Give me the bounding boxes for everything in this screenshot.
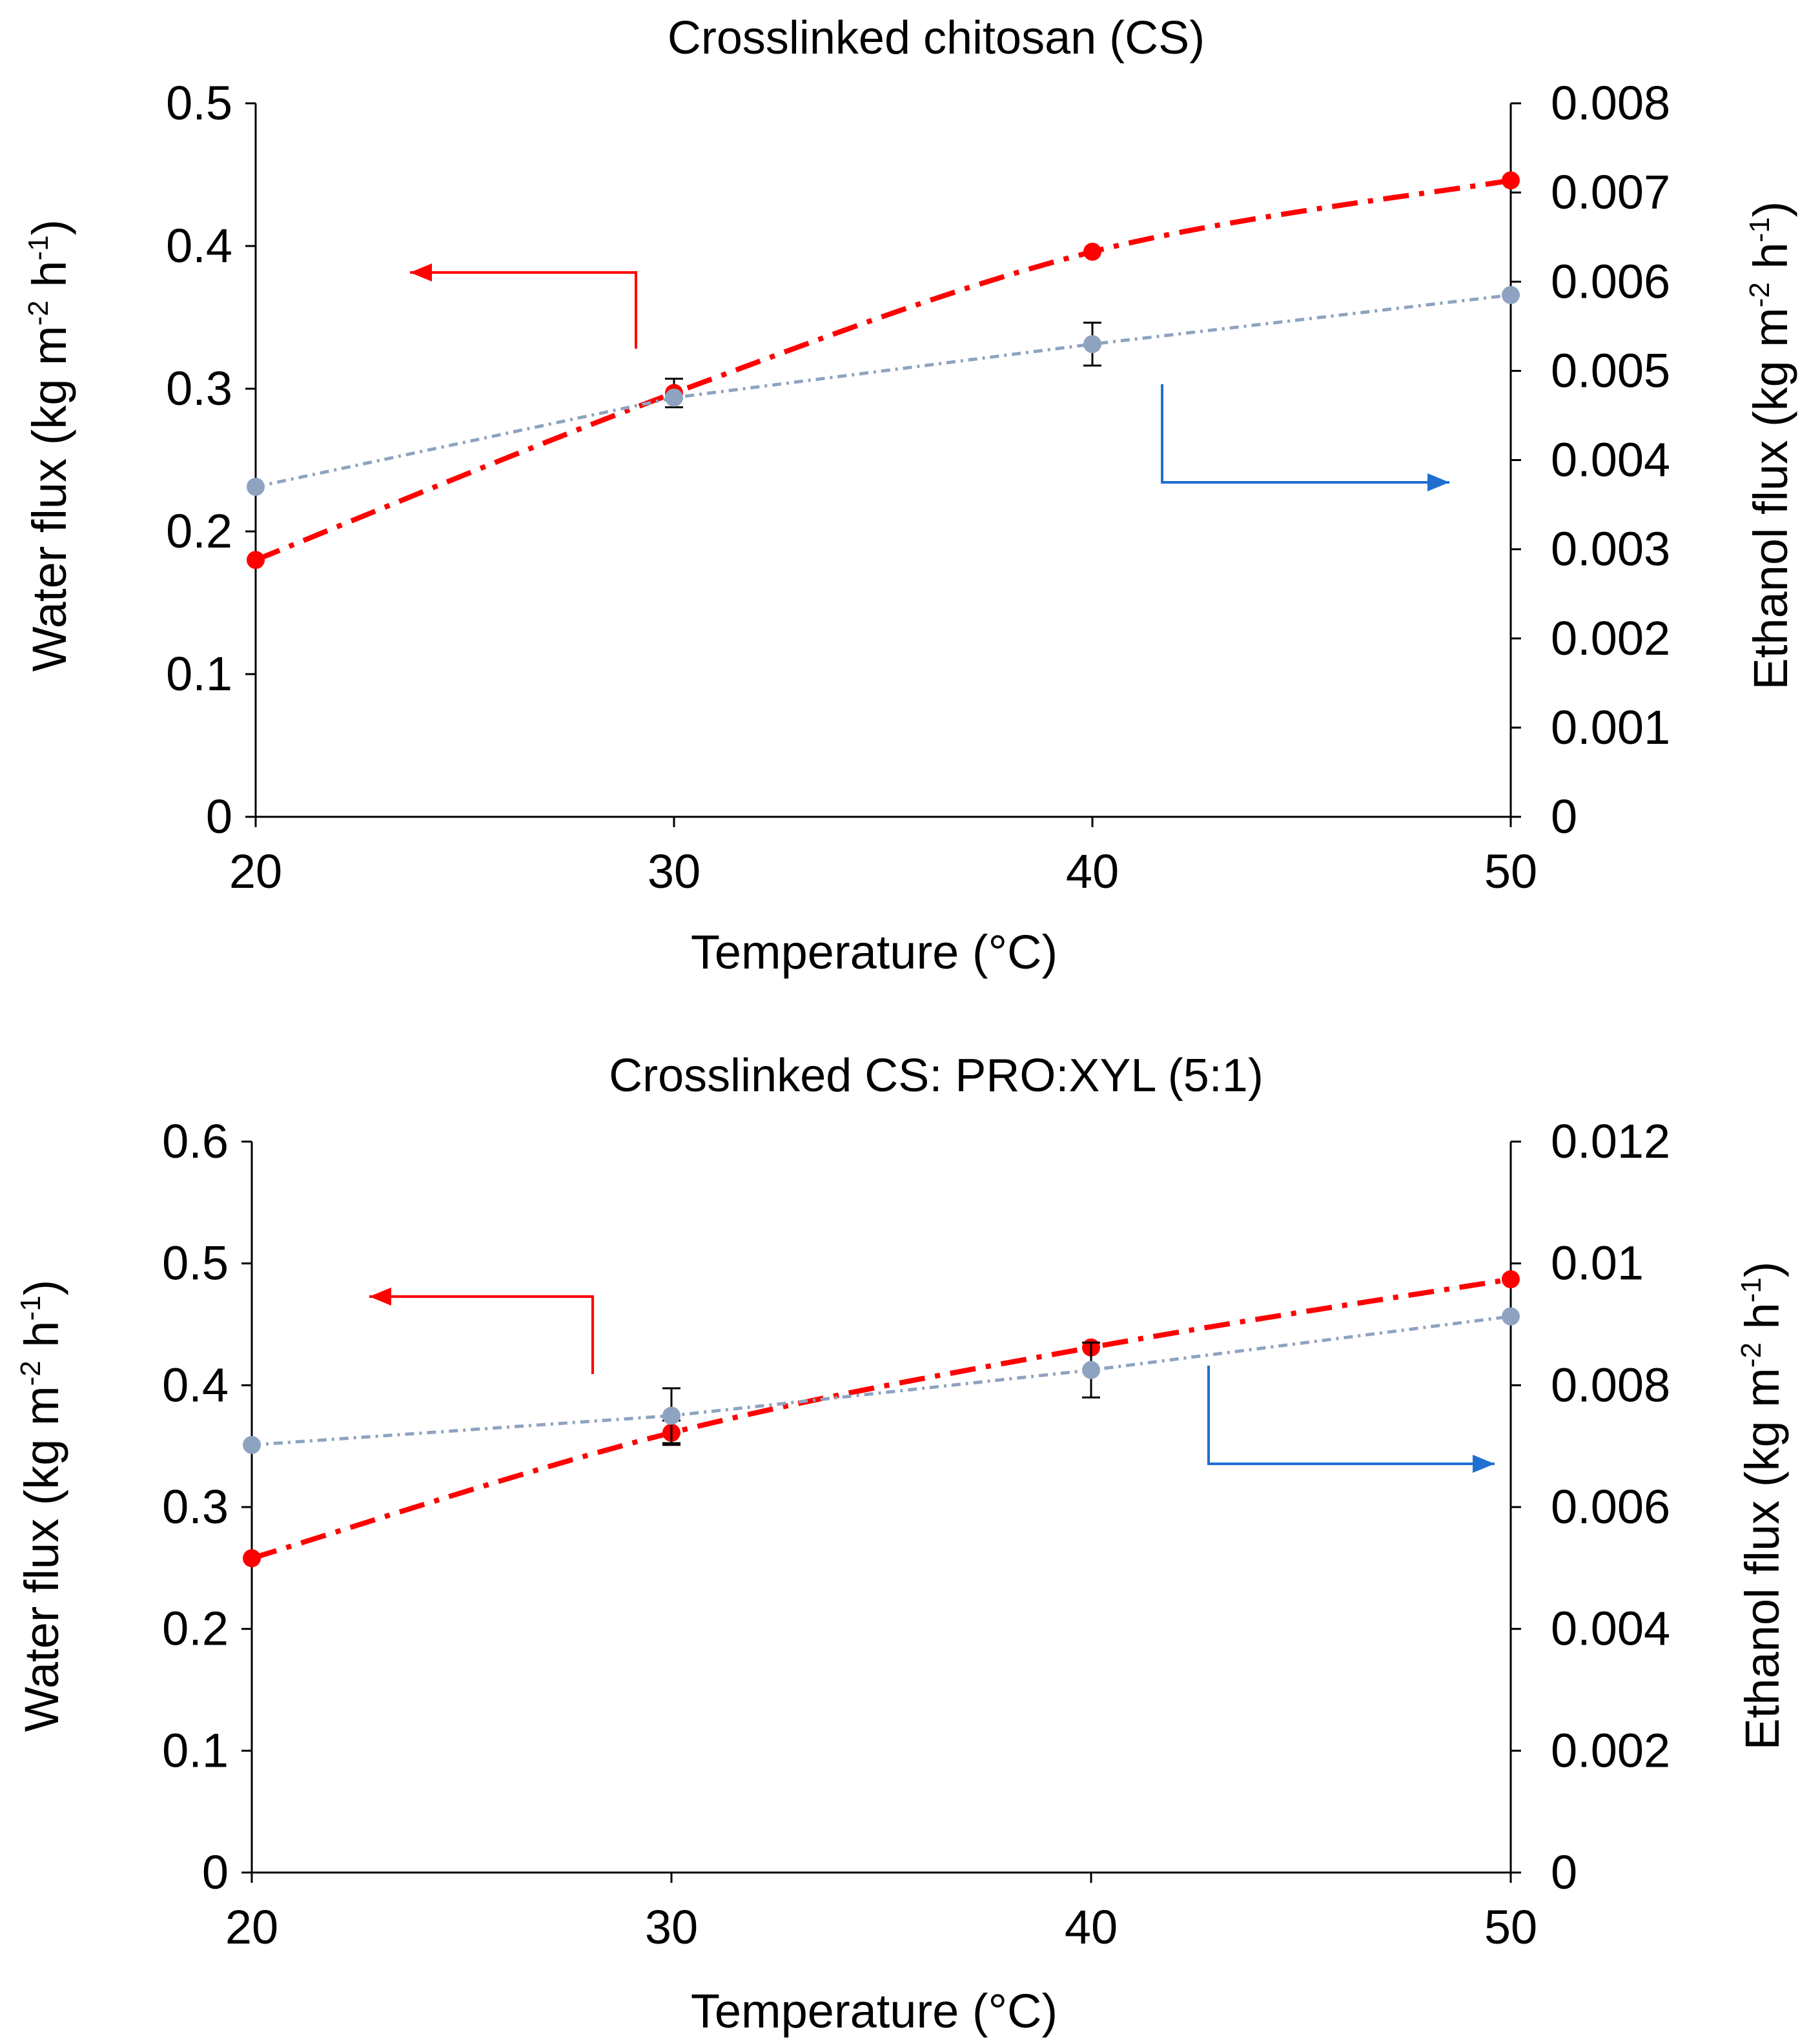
- y-tick-label-right: 0.003: [1551, 522, 1670, 576]
- y-tick-label-left: 0.5: [166, 76, 232, 130]
- y-tick-label-right: 0.004: [1551, 1602, 1670, 1656]
- y-axis-label-right: Ethanol flux (kg m-2 h-1): [1744, 201, 1797, 690]
- y-axis-label-right: Ethanol flux (kg m-2 h-1): [1735, 1262, 1789, 1750]
- data-point-ethanol-flux: [1082, 1360, 1100, 1379]
- data-point-ethanol-flux: [1502, 285, 1520, 304]
- axis-pointer-arrow: [410, 271, 637, 349]
- arrow-head: [369, 1288, 391, 1306]
- x-axis-label: Temperature (°C): [691, 1984, 1058, 2038]
- x-tick-label: 20: [225, 1900, 278, 1954]
- arrow-head: [1473, 1455, 1495, 1473]
- data-point-ethanol-flux: [665, 388, 683, 407]
- data-point-ethanol-flux: [1502, 1307, 1520, 1326]
- y-tick-label-right: 0: [1551, 1845, 1577, 1899]
- chart-title: Crosslinked chitosan (CS): [668, 12, 1205, 64]
- y-tick-label-left: 0.3: [166, 362, 232, 415]
- data-point-ethanol-flux: [1083, 334, 1101, 353]
- series-line-ethanol-flux: [255, 293, 1511, 489]
- y-axis-label-left: Water flux (kg m-2 h-1): [15, 1280, 68, 1732]
- y-tick-label-right: 0.012: [1551, 1114, 1670, 1168]
- y-tick-label-left: 0.1: [166, 647, 232, 701]
- y-tick-label-right: 0.002: [1551, 1723, 1670, 1777]
- y-tick-label-left: 0.5: [162, 1237, 229, 1290]
- x-tick-label: 30: [648, 845, 700, 898]
- arrow-head: [1427, 473, 1449, 491]
- data-point-ethanol-flux: [247, 477, 265, 496]
- series-line-water-flux: [251, 1277, 1511, 1561]
- x-tick-label: 30: [645, 1900, 698, 1954]
- axis-pointer-arrow: [1207, 1366, 1495, 1465]
- y-tick-label-right: 0.006: [1551, 254, 1670, 308]
- y-tick-label-right: 0.005: [1551, 344, 1670, 397]
- x-tick-label: 40: [1066, 845, 1119, 898]
- y-tick-label-left: 0.1: [162, 1723, 229, 1777]
- y-tick-label-left: 0.3: [162, 1480, 229, 1534]
- data-point-ethanol-flux: [243, 1435, 261, 1454]
- y-tick-label-left: 0: [206, 790, 232, 843]
- data-point-ethanol-flux: [662, 1406, 680, 1425]
- y-tick-label-right: 0.001: [1551, 701, 1670, 754]
- y-tick-label-right: 0.006: [1551, 1480, 1670, 1534]
- x-tick-label: 40: [1065, 1900, 1118, 1954]
- y-tick-label-right: 0.002: [1551, 611, 1670, 665]
- y-tick-label-right: 0: [1551, 790, 1577, 843]
- y-tick-label-right: 0.01: [1551, 1237, 1644, 1290]
- y-tick-label-left: 0.2: [162, 1602, 229, 1656]
- x-tick-label: 50: [1484, 1900, 1537, 1954]
- y-tick-label-left: 0: [202, 1845, 229, 1899]
- data-point-water-flux: [243, 1549, 261, 1568]
- x-tick-label: 50: [1484, 845, 1537, 898]
- series-line-water-flux: [254, 178, 1511, 562]
- x-tick-label: 20: [229, 845, 282, 898]
- y-tick-label-right: 0.008: [1551, 1358, 1670, 1412]
- arrow-head: [410, 263, 432, 282]
- y-tick-label-left: 0.2: [166, 504, 232, 558]
- y-tick-label-right: 0.008: [1551, 76, 1670, 130]
- data-point-water-flux: [1083, 242, 1101, 261]
- y-tick-label-left: 0.4: [166, 219, 232, 272]
- data-point-water-flux: [1502, 171, 1520, 190]
- data-point-water-flux: [247, 551, 265, 570]
- axis-pointer-arrow: [1161, 384, 1449, 484]
- series-line-ethanol-flux: [251, 1315, 1511, 1447]
- chart-panel-crosslinked-chitosan: Crosslinked chitosan (CS) Temperature (°…: [23, 12, 1797, 979]
- chart-title: Crosslinked CS: PRO:XYL (5:1): [609, 1050, 1263, 1102]
- y-axis-label-left: Water flux (kg m-2 h-1): [23, 220, 76, 672]
- data-point-water-flux: [1502, 1270, 1520, 1289]
- y-tick-label-left: 0.6: [162, 1114, 229, 1168]
- x-axis-label: Temperature (°C): [691, 925, 1058, 979]
- chart-panel-crosslinked-cs-pro-xyl: Crosslinked CS: PRO:XYL (5:1) Temperatur…: [15, 1050, 1789, 2038]
- y-tick-label-left: 0.4: [162, 1358, 229, 1412]
- y-tick-label-right: 0.004: [1551, 433, 1670, 487]
- y-tick-label-right: 0.007: [1551, 165, 1670, 219]
- axis-pointer-arrow: [369, 1295, 594, 1374]
